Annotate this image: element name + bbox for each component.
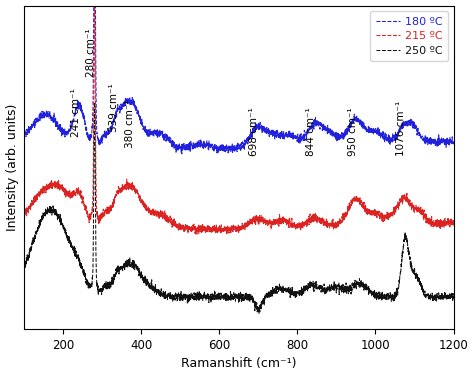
Text: 339 cm⁻¹: 339 cm⁻¹ — [109, 83, 119, 132]
250 ºC — [396, 278, 402, 282]
Line: 180 ºC: 180 ºC — [24, 0, 454, 154]
215 ºC — [186, 224, 192, 229]
Text: 950 cm⁻¹: 950 cm⁻¹ — [348, 108, 358, 156]
Text: 241 cm⁻¹: 241 cm⁻¹ — [71, 88, 81, 136]
215 ºC — [96, 221, 101, 226]
215 ºC — [92, 4, 98, 9]
250 ºC — [96, 288, 101, 293]
Line: 250 ºC: 250 ºC — [24, 103, 454, 314]
180 ºC — [21, 131, 27, 136]
215 ºC — [451, 223, 456, 227]
215 ºC — [396, 202, 402, 206]
180 ºC — [396, 126, 402, 131]
Text: 844 cm⁻¹: 844 cm⁻¹ — [307, 107, 317, 156]
250 ºC — [205, 292, 210, 296]
180 ºC — [186, 146, 192, 150]
180 ºC — [96, 138, 101, 142]
180 ºC — [205, 142, 210, 146]
Line: 215 ºC: 215 ºC — [24, 6, 454, 235]
Text: 280 cm⁻¹: 280 cm⁻¹ — [86, 28, 96, 77]
180 ºC — [70, 118, 76, 122]
215 ºC — [21, 214, 27, 219]
250 ºC — [92, 100, 98, 105]
250 ºC — [443, 295, 448, 299]
180 ºC — [179, 152, 184, 156]
250 ºC — [70, 247, 76, 251]
Text: 1076 cm⁻¹: 1076 cm⁻¹ — [396, 101, 406, 156]
250 ºC — [451, 293, 456, 297]
215 ºC — [443, 221, 448, 225]
215 ºC — [205, 224, 210, 229]
215 ºC — [193, 232, 199, 237]
Legend: 180 ºC, 215 ºC, 250 ºC: 180 ºC, 215 ºC, 250 ºC — [370, 11, 448, 61]
250 ºC — [186, 293, 192, 298]
Y-axis label: Intensity (arb. units): Intensity (arb. units) — [6, 104, 18, 231]
Text: 380 cm⁻¹: 380 cm⁻¹ — [125, 99, 135, 148]
180 ºC — [443, 138, 448, 143]
215 ºC — [70, 194, 76, 199]
180 ºC — [451, 139, 456, 144]
Text: 698 cm⁻¹: 698 cm⁻¹ — [249, 107, 259, 156]
250 ºC — [21, 268, 27, 272]
X-axis label: Ramanshift (cm⁻¹): Ramanshift (cm⁻¹) — [181, 358, 297, 370]
250 ºC — [256, 311, 262, 316]
